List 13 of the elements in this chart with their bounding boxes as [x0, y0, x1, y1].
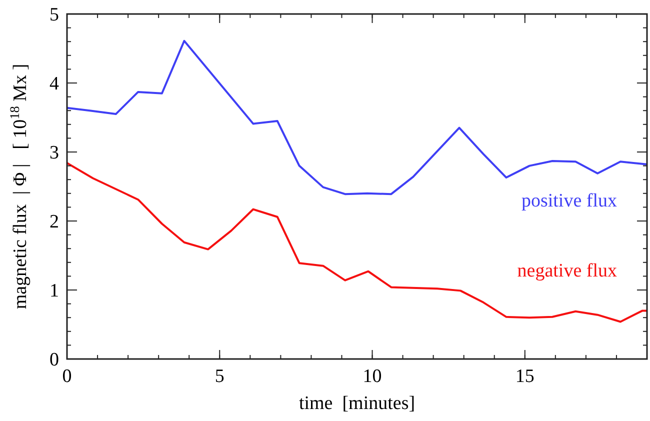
series-label: negative flux	[517, 260, 618, 282]
y-tick-label: 0	[50, 350, 59, 371]
y-tick-label: 1	[50, 280, 59, 302]
y-tick-label: 4	[50, 74, 60, 95]
y-tick-label: 5	[50, 4, 59, 26]
y-tick-label: 3	[50, 142, 59, 164]
series-label: positive flux	[521, 190, 618, 212]
line-series	[66, 162, 648, 323]
x-axis-title: time [minutes]	[298, 393, 416, 414]
x-tick-label: 15	[515, 366, 534, 387]
x-tick-label: 10	[362, 366, 382, 387]
x-tick-label: 5	[214, 366, 224, 387]
y-tick-label: 2	[50, 212, 59, 233]
